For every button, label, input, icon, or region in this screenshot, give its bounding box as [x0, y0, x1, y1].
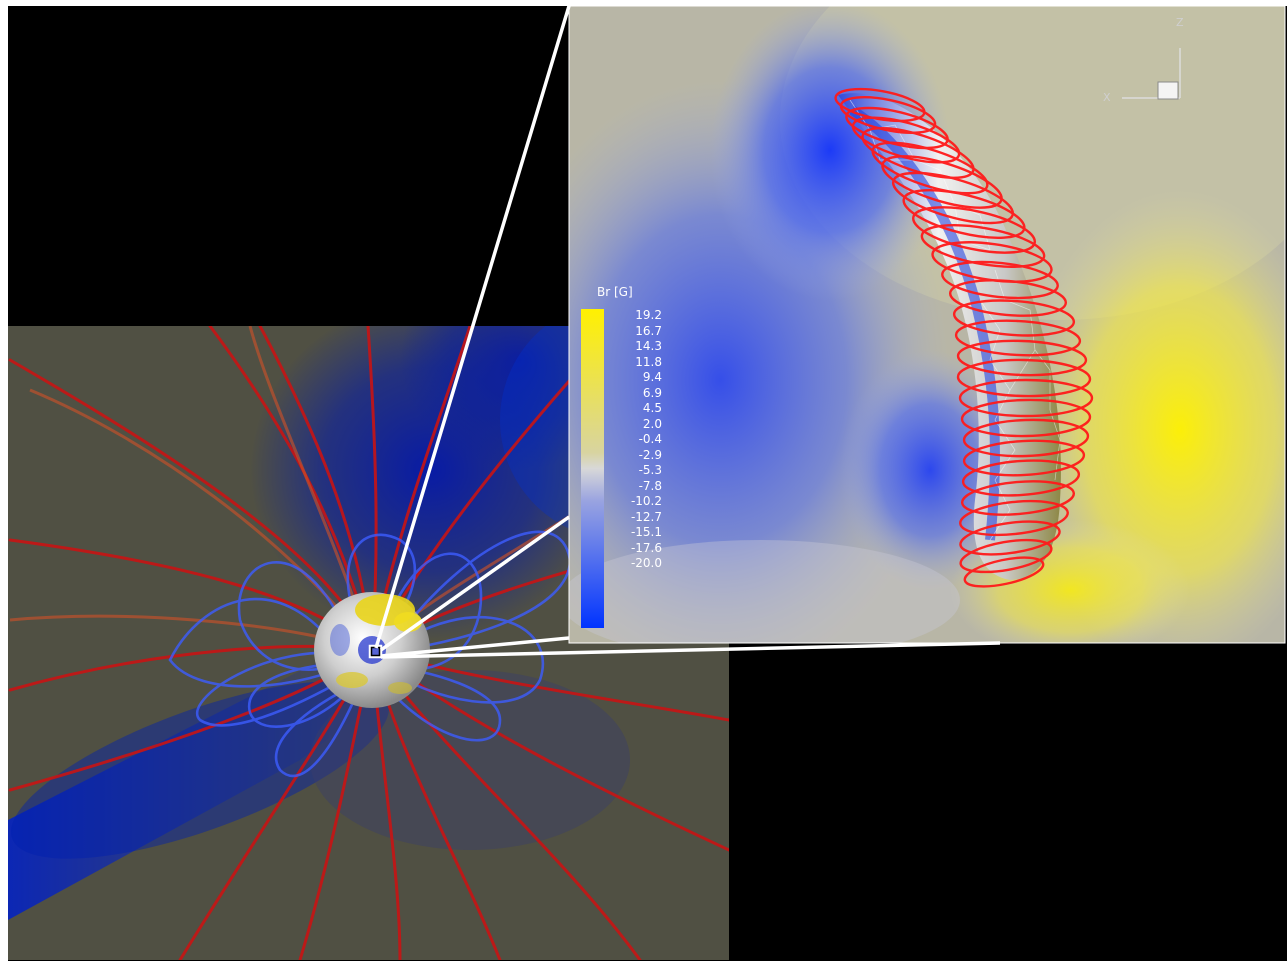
colorbar-tick-label: -0.4: [638, 432, 662, 446]
colorbar: [581, 309, 604, 628]
colorbar-tick-label: -20.0: [630, 556, 662, 570]
colorbar-tick-label: 11.8: [635, 354, 662, 369]
zoom-inset: [569, 6, 1285, 643]
colorbar-tick-label: 19.2: [635, 308, 662, 322]
colorbar-tick-label: -2.9: [638, 447, 662, 462]
colorbar-title: Br [G]: [597, 285, 633, 299]
colorbar-tick-label: 16.7: [635, 323, 662, 338]
axis-label-z: Z: [1176, 16, 1184, 29]
zoom-callout-lines: [374, 5, 1001, 659]
inset-frame: [568, 5, 1286, 644]
colorbar-tick-label: 14.3: [635, 339, 662, 353]
colorbar-tick-label: 9.4: [642, 370, 662, 384]
colorbar-tick-label: -17.6: [630, 540, 662, 555]
colorbar-tick-label: 4.5: [642, 401, 662, 415]
colorbar-tick-label: -15.1: [630, 525, 662, 539]
colorbar-tick-labels: 19.2 16.7 14.3 11.8 9.4 6.9 4.5 2.0 -0.4 -2.9 -5.3…: [612, 308, 662, 572]
colorbar-tick-label: -5.3: [638, 463, 662, 477]
colorbar-tick-label: 2.0: [642, 416, 662, 431]
flux-tube-isosurface: [838, 93, 1061, 581]
colorbar-tick-label: -12.7: [630, 509, 662, 524]
colorbar-tick-label: -7.8: [638, 478, 662, 493]
axis-label-x: X: [1103, 91, 1111, 104]
colorbar-tick-label: -10.2: [630, 494, 662, 508]
flux-rope-field-lines: [834, 87, 1094, 588]
colorbar-tick-label: 6.9: [642, 385, 662, 400]
